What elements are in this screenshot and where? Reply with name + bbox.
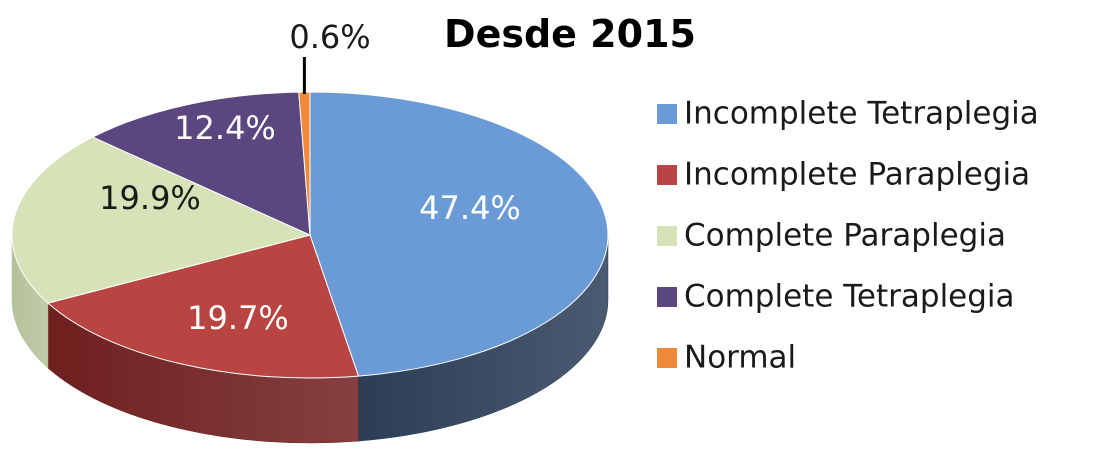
legend: Incomplete Tetraplegia Incomplete Paraple… [657, 96, 1039, 376]
legend-swatch-3 [657, 287, 677, 307]
slice-labels: 47.4% 19.7% 19.9% 12.4% 0.6% [99, 18, 521, 337]
legend-label-0: Incomplete Tetraplegia [684, 96, 1039, 132]
pie-slices [11, 91, 609, 444]
chart-title: Desde 2015 [444, 12, 696, 56]
legend-swatch-2 [657, 226, 677, 246]
slice-label-0: 47.4% [419, 189, 521, 227]
slice-label-1: 19.7% [187, 299, 289, 337]
legend-label-1: Incomplete Paraplegia [684, 157, 1030, 193]
slice-label-3: 12.4% [174, 109, 276, 147]
slice-label-4: 0.6% [289, 18, 370, 56]
slice-complete-paraplegia [11, 136, 312, 304]
slice-complete-tetraplegia [91, 91, 311, 236]
legend-swatch-4 [657, 348, 677, 368]
legend-swatch-1 [657, 165, 677, 185]
slice-incomplete-tetraplegia [309, 91, 609, 377]
legend-label-3: Complete Tetraplegia [684, 279, 1015, 315]
slice-label-2: 19.9% [99, 179, 201, 217]
legend-label-4: Normal [684, 340, 796, 376]
slice-incomplete-paraplegia [46, 234, 360, 379]
legend-swatch-0 [657, 104, 677, 124]
legend-label-2: Complete Paraplegia [684, 218, 1006, 254]
